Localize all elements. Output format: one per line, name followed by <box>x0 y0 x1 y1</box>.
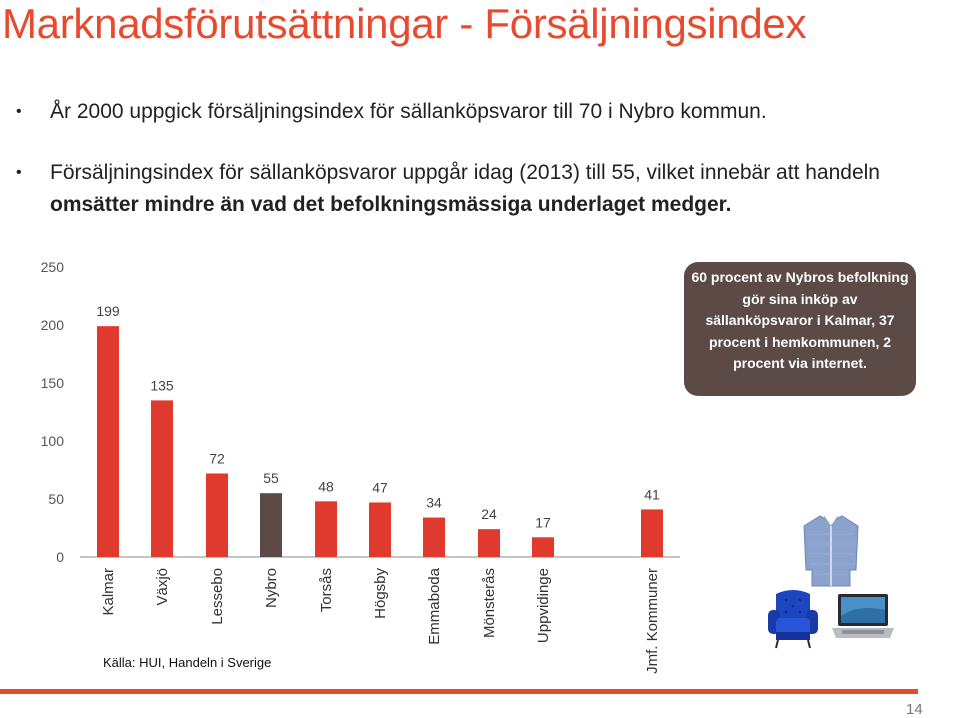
y-tick-label: 250 <box>41 259 65 275</box>
data-label: 199 <box>96 303 120 319</box>
category-label: Nybro <box>263 568 280 608</box>
category-label: Jmf. Kommuner <box>644 568 661 674</box>
bar <box>315 501 337 557</box>
category-label: Högsby <box>372 568 389 619</box>
data-label: 34 <box>426 495 442 511</box>
shirt-icon <box>800 512 862 588</box>
y-tick-label: 0 <box>56 549 64 565</box>
bar <box>369 502 391 557</box>
data-label: 72 <box>209 450 225 466</box>
y-tick-label: 150 <box>41 375 65 391</box>
bar <box>641 509 663 557</box>
bottom-rule <box>0 689 918 694</box>
callout-box: 60 procent av Nybros befolkning gör sina… <box>684 262 916 396</box>
bar <box>97 326 119 557</box>
bar <box>260 493 282 557</box>
data-label: 17 <box>535 514 551 530</box>
data-label: 24 <box>481 506 497 522</box>
data-label: 55 <box>263 470 279 486</box>
data-label: 41 <box>644 486 660 502</box>
bar <box>423 518 445 557</box>
y-tick-label: 50 <box>48 491 64 507</box>
category-label: Uppvidinge <box>535 568 552 643</box>
y-tick-label: 100 <box>41 433 65 449</box>
category-label: Torsås <box>318 568 335 612</box>
category-label: Växjö <box>154 568 171 606</box>
armchair-icon <box>766 588 820 650</box>
y-tick-label: 200 <box>41 317 65 333</box>
category-label: Emmaboda <box>426 567 443 644</box>
bar <box>478 529 500 557</box>
laptop-icon <box>828 590 898 642</box>
source-note: Källa: HUI, Handeln i Sverige <box>103 655 271 670</box>
category-label: Kalmar <box>100 568 117 616</box>
page-number: 14 <box>906 701 923 718</box>
data-label: 47 <box>372 479 388 495</box>
bar <box>206 473 228 557</box>
data-label: 135 <box>150 377 174 393</box>
bar <box>532 537 554 557</box>
category-label: Mönsterås <box>481 568 498 638</box>
data-label: 48 <box>318 478 334 494</box>
bar <box>151 400 173 557</box>
category-label: Lessebo <box>209 568 226 625</box>
